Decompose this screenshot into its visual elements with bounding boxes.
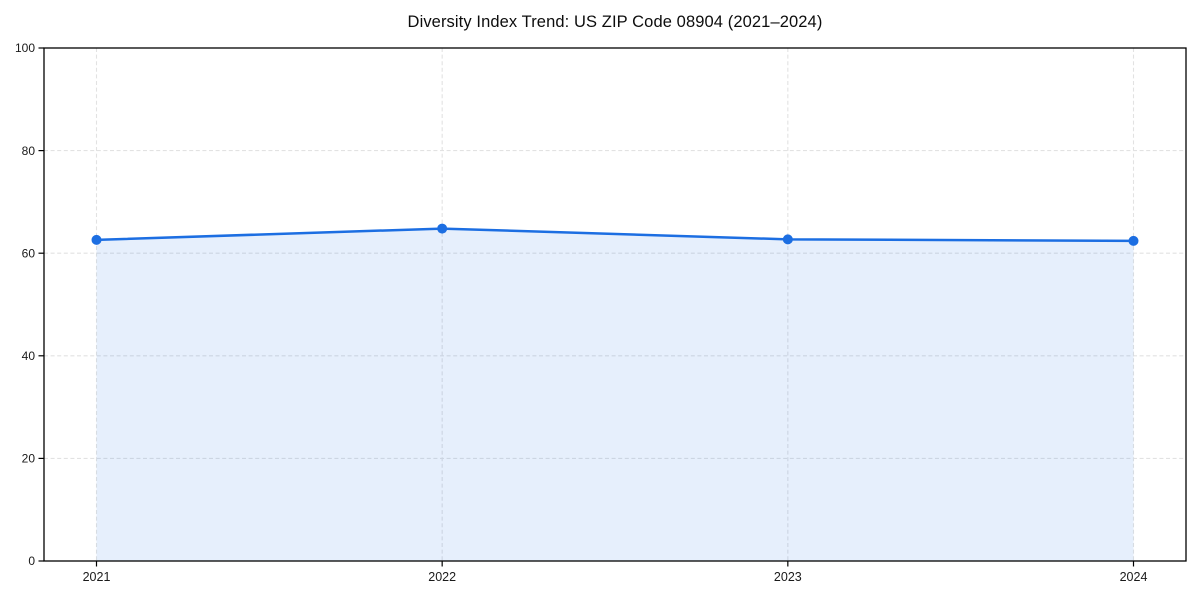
area-fill xyxy=(96,228,1134,562)
data-point-2023 xyxy=(782,234,793,245)
data-point-2022 xyxy=(437,223,448,234)
data-point-2021 xyxy=(91,234,102,245)
trend-line xyxy=(95,227,1135,243)
y-tick-label: 60 xyxy=(22,246,36,260)
x-tick-label: 2024 xyxy=(1120,570,1148,584)
x-tick-label: 2023 xyxy=(774,570,802,584)
y-tick-label: 100 xyxy=(15,41,35,55)
plot-border xyxy=(43,47,1187,562)
y-tick-label: 80 xyxy=(22,144,36,158)
y-tick-label: 20 xyxy=(22,452,36,466)
y-tick-label: 0 xyxy=(28,554,35,568)
data-point-2024 xyxy=(1128,235,1139,246)
x-tick-label: 2022 xyxy=(428,570,456,584)
chart-title: Diversity Index Trend: US ZIP Code 08904… xyxy=(407,13,823,31)
y-tick-label: 40 xyxy=(22,349,36,363)
x-tick-label: 2021 xyxy=(83,570,111,584)
